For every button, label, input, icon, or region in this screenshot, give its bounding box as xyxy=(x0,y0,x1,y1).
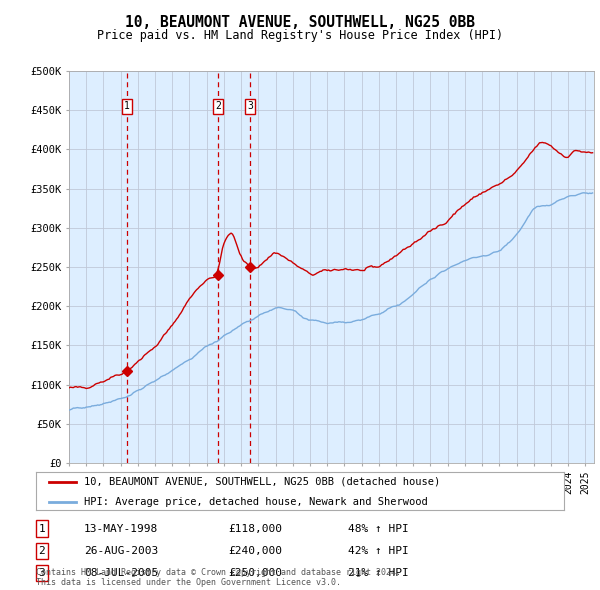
Text: 21% ↑ HPI: 21% ↑ HPI xyxy=(348,568,409,578)
Text: 13-MAY-1998: 13-MAY-1998 xyxy=(84,523,158,533)
Text: 3: 3 xyxy=(247,101,253,111)
Text: 48% ↑ HPI: 48% ↑ HPI xyxy=(348,523,409,533)
Text: £240,000: £240,000 xyxy=(228,546,282,556)
Text: HPI: Average price, detached house, Newark and Sherwood: HPI: Average price, detached house, Newa… xyxy=(83,497,427,507)
Text: 10, BEAUMONT AVENUE, SOUTHWELL, NG25 0BB: 10, BEAUMONT AVENUE, SOUTHWELL, NG25 0BB xyxy=(125,15,475,30)
Text: 42% ↑ HPI: 42% ↑ HPI xyxy=(348,546,409,556)
Text: 3: 3 xyxy=(38,568,46,578)
Text: 26-AUG-2003: 26-AUG-2003 xyxy=(84,546,158,556)
Text: 2: 2 xyxy=(38,546,46,556)
Text: Contains HM Land Registry data © Crown copyright and database right 2024.
This d: Contains HM Land Registry data © Crown c… xyxy=(36,568,401,587)
Text: £118,000: £118,000 xyxy=(228,523,282,533)
Text: 10, BEAUMONT AVENUE, SOUTHWELL, NG25 0BB (detached house): 10, BEAUMONT AVENUE, SOUTHWELL, NG25 0BB… xyxy=(83,477,440,487)
Text: 1: 1 xyxy=(38,523,46,533)
Text: £250,000: £250,000 xyxy=(228,568,282,578)
Text: 08-JUL-2005: 08-JUL-2005 xyxy=(84,568,158,578)
Text: Price paid vs. HM Land Registry's House Price Index (HPI): Price paid vs. HM Land Registry's House … xyxy=(97,30,503,42)
Text: 2: 2 xyxy=(215,101,221,111)
Text: 1: 1 xyxy=(124,101,130,111)
